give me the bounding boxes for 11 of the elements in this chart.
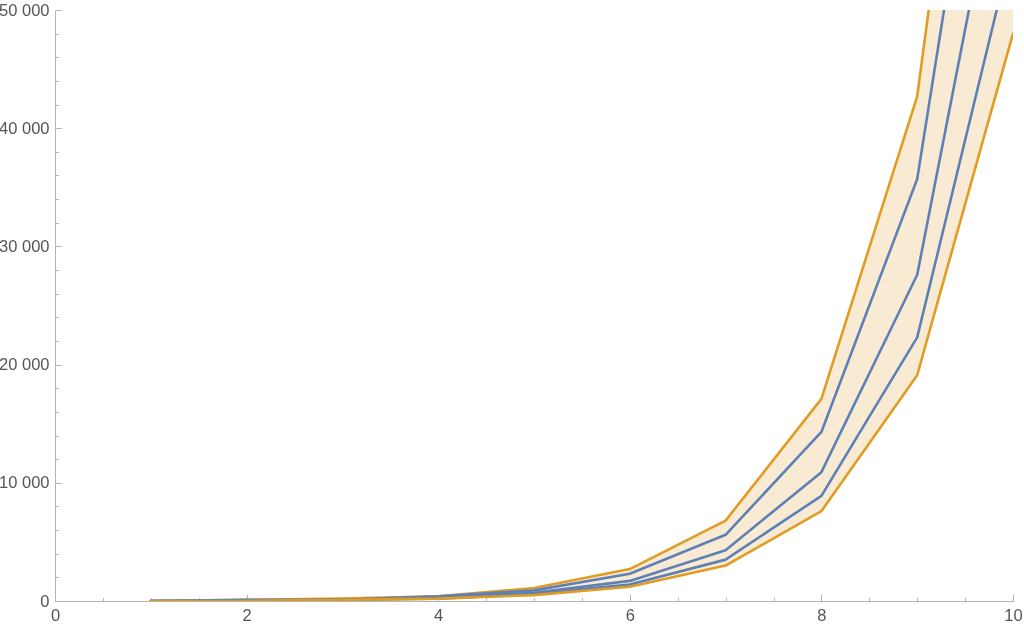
x-tick-label: 8: [817, 605, 827, 624]
x-tick-label: 6: [625, 605, 635, 624]
y-tick-label: 30 000: [0, 236, 50, 255]
x-tick-label: 4: [434, 605, 444, 624]
x-tick-label: 10: [1004, 605, 1023, 624]
y-tick-label: 0: [40, 591, 50, 610]
x-tick-label: 2: [242, 605, 252, 624]
y-tick-label: 10 000: [0, 473, 50, 492]
y-tick-label: 50 000: [0, 0, 50, 19]
y-tick-label: 40 000: [0, 118, 50, 137]
y-tick-label: 20 000: [0, 355, 50, 374]
